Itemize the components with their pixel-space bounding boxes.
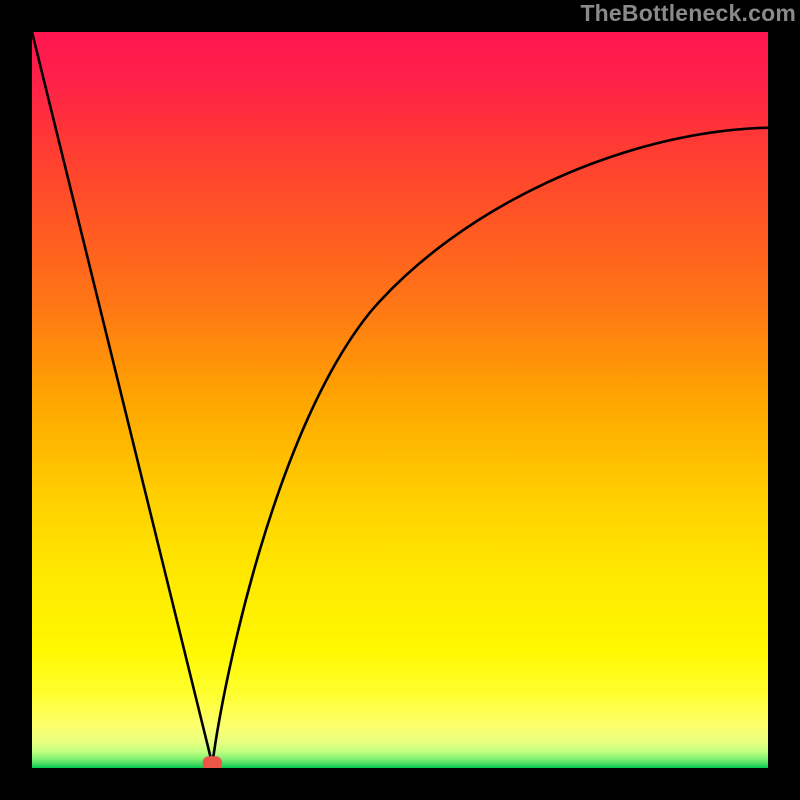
bottleneck-chart (32, 32, 768, 768)
watermark-label: TheBottleneck.com (580, 0, 796, 27)
page-root: TheBottleneck.com (0, 0, 800, 800)
minimum-marker (203, 756, 222, 768)
chart-svg (32, 32, 768, 768)
